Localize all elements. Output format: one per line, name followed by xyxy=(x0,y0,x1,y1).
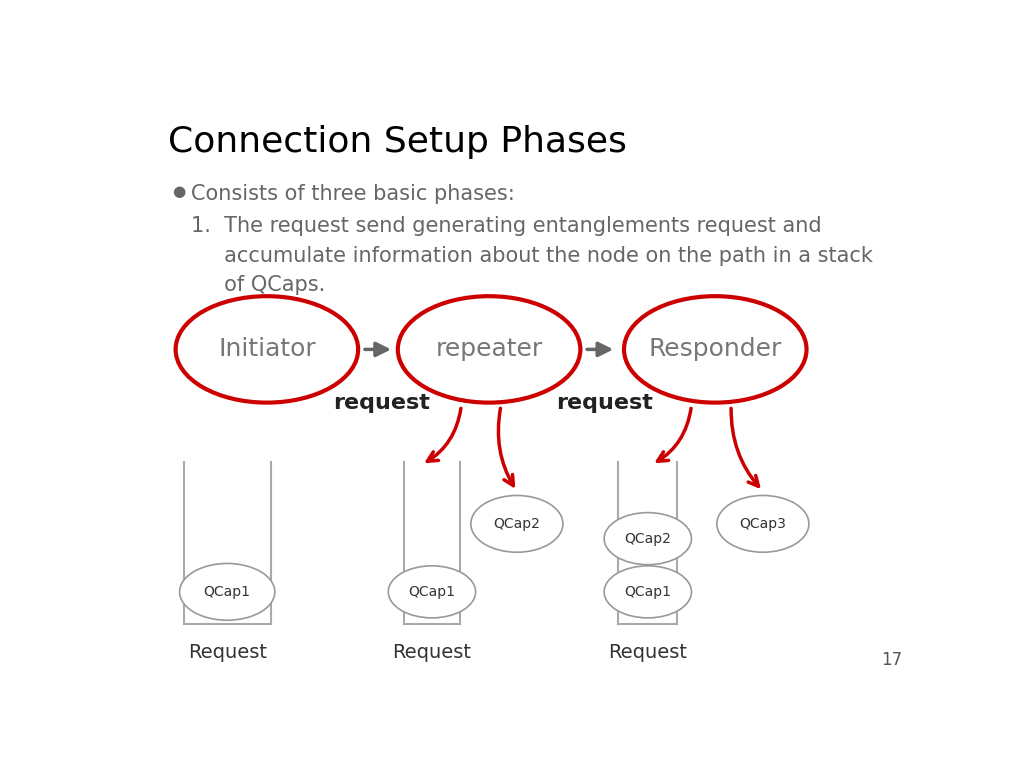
Text: Request: Request xyxy=(187,644,266,662)
Ellipse shape xyxy=(388,566,475,618)
Ellipse shape xyxy=(471,495,563,552)
Ellipse shape xyxy=(604,512,691,564)
Text: QCap1: QCap1 xyxy=(409,585,456,599)
Text: Responder: Responder xyxy=(648,337,782,362)
Text: Request: Request xyxy=(392,644,471,662)
Text: Initiator: Initiator xyxy=(218,337,315,362)
Text: accumulate information about the node on the path in a stack: accumulate information about the node on… xyxy=(191,246,873,266)
Ellipse shape xyxy=(397,296,581,402)
Text: request: request xyxy=(556,392,652,412)
Ellipse shape xyxy=(176,296,358,402)
Text: 17: 17 xyxy=(881,650,902,669)
Ellipse shape xyxy=(604,566,691,618)
Text: 1.  The request send generating entanglements request and: 1. The request send generating entanglem… xyxy=(191,217,822,237)
Ellipse shape xyxy=(624,296,807,402)
Text: QCap1: QCap1 xyxy=(204,585,251,599)
Text: QCap3: QCap3 xyxy=(739,517,786,531)
Text: Consists of three basic phases:: Consists of three basic phases: xyxy=(191,184,515,204)
Text: QCap1: QCap1 xyxy=(625,585,672,599)
Text: of QCaps.: of QCaps. xyxy=(191,276,326,296)
Text: QCap2: QCap2 xyxy=(494,517,541,531)
Text: Request: Request xyxy=(608,644,687,662)
Ellipse shape xyxy=(717,495,809,552)
Text: repeater: repeater xyxy=(435,337,543,362)
Text: request: request xyxy=(334,392,430,412)
Text: Connection Setup Phases: Connection Setup Phases xyxy=(168,124,627,159)
Ellipse shape xyxy=(179,564,274,621)
Text: ●: ● xyxy=(172,184,185,199)
Text: QCap2: QCap2 xyxy=(625,531,672,545)
